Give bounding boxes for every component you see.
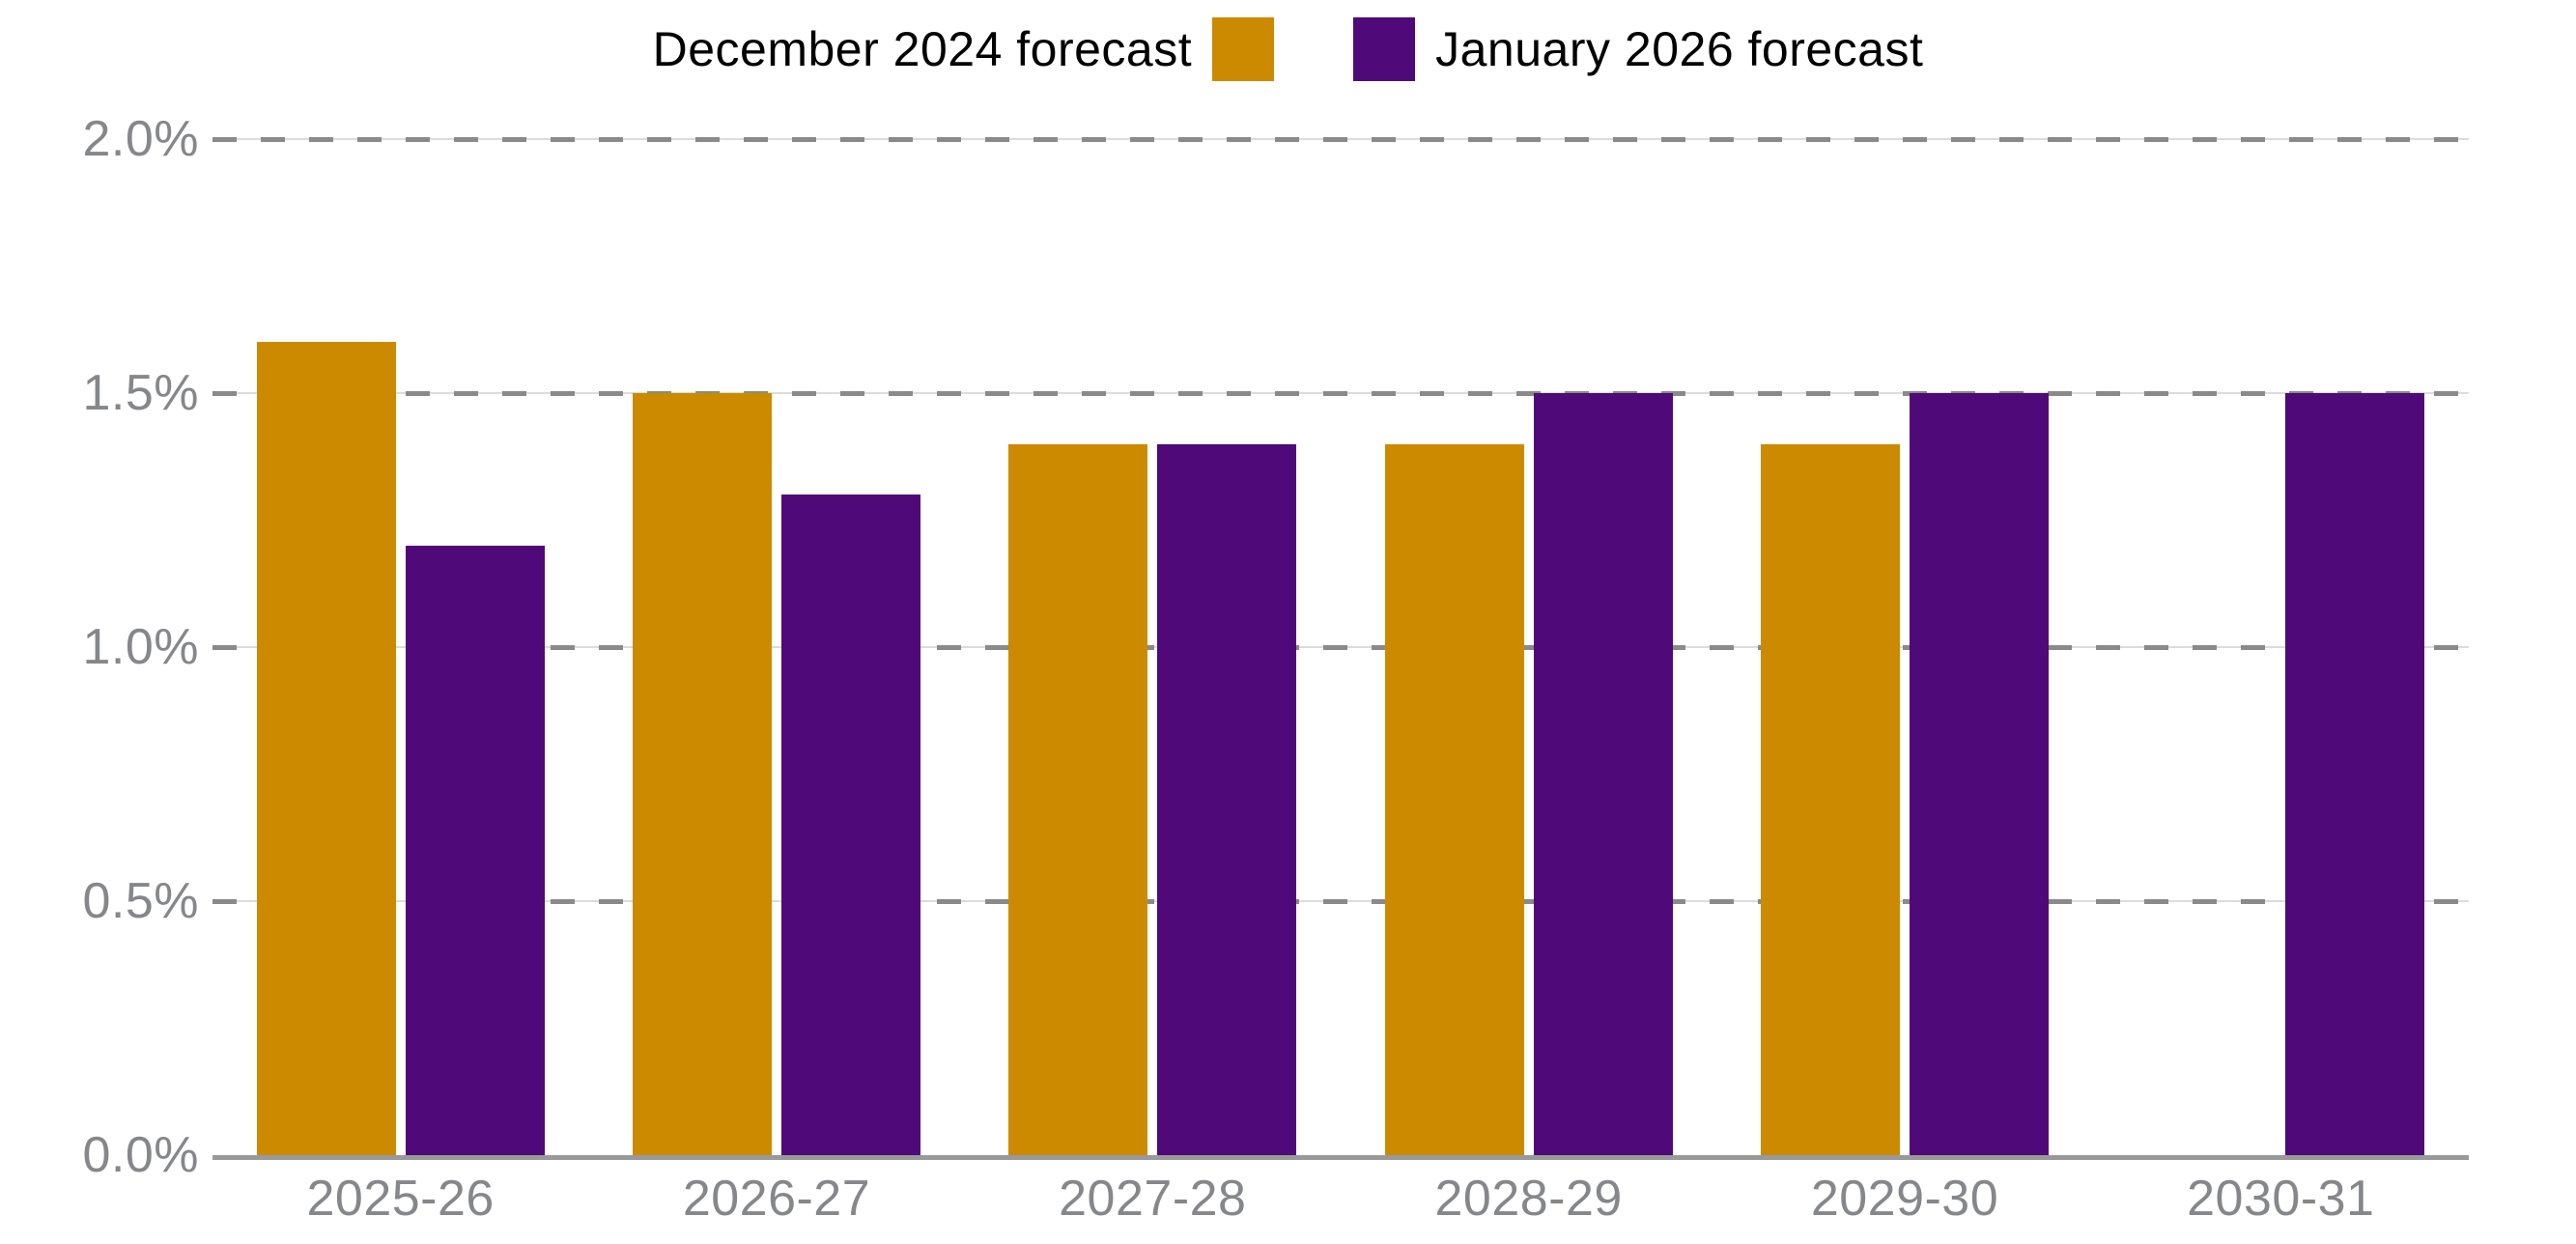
y-axis-tick-label: 2.0%	[82, 111, 199, 167]
gridline-dash	[212, 644, 2469, 650]
y-axis-tick-label: 1.0%	[82, 619, 199, 675]
x-axis-tick-label: 2026-27	[682, 1171, 871, 1227]
gridline	[212, 644, 2469, 650]
x-axis-tick-label: 2027-28	[1059, 1171, 1247, 1227]
bar	[1157, 443, 1297, 1155]
legend-swatch-icon	[1212, 17, 1275, 81]
y-axis-tick-label: 1.5%	[82, 365, 199, 421]
x-axis-tick-label: 2025-26	[306, 1171, 495, 1227]
bar	[405, 545, 545, 1155]
bar	[633, 393, 772, 1155]
y-axis-tick-label: 0.0%	[82, 1127, 199, 1183]
bar	[256, 342, 396, 1155]
bar	[1761, 443, 1900, 1155]
bar	[781, 495, 920, 1155]
gridline	[212, 136, 2469, 142]
bar	[1533, 393, 1673, 1155]
chart-legend: December 2024 forecast January 2026 fore…	[0, 17, 2576, 81]
bar	[2285, 393, 2425, 1155]
bar	[1384, 443, 1524, 1155]
x-axis-tick-label: 2030-31	[2187, 1171, 2375, 1227]
x-axis-tick-label: 2028-29	[1434, 1171, 1623, 1227]
gridline	[212, 898, 2469, 904]
x-axis-baseline	[212, 1155, 2469, 1160]
gridline-dash	[212, 390, 2469, 396]
gridline	[212, 390, 2469, 396]
legend-item-january-2026-forecast: January 2026 forecast	[1353, 17, 1923, 81]
x-axis-tick-label: 2029-30	[1810, 1171, 1999, 1227]
gridline-dash	[212, 136, 2469, 142]
gridline-dash	[212, 898, 2469, 904]
bar	[1008, 443, 1148, 1155]
legend-label-january-2026-forecast: January 2026 forecast	[1435, 22, 1924, 76]
legend-label-december-2024-forecast: December 2024 forecast	[652, 22, 1193, 76]
legend-item-december-2024-forecast: December 2024 forecast	[653, 17, 1275, 81]
legend-swatch-icon	[1353, 17, 1416, 81]
bar	[1910, 393, 2049, 1155]
y-axis-tick-label: 0.5%	[82, 873, 199, 929]
